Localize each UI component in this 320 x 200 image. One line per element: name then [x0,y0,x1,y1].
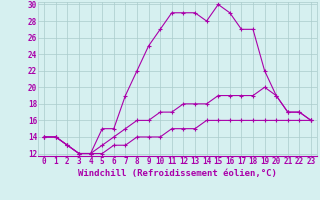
X-axis label: Windchill (Refroidissement éolien,°C): Windchill (Refroidissement éolien,°C) [78,169,277,178]
